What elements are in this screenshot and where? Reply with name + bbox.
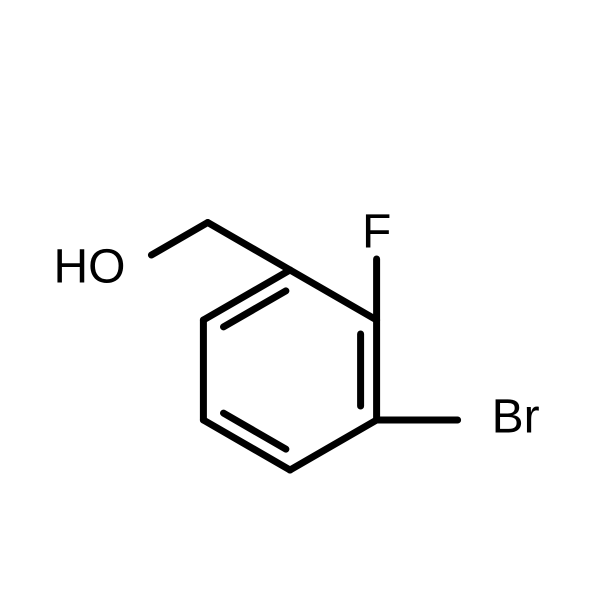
label-f: F [362, 206, 391, 259]
bond [208, 223, 290, 271]
label-oh: HO [53, 241, 125, 294]
label-br: Br [492, 391, 540, 444]
bond [224, 413, 286, 449]
bond [290, 420, 377, 470]
bond [224, 291, 286, 327]
bond [151, 223, 207, 256]
bond [290, 270, 377, 320]
